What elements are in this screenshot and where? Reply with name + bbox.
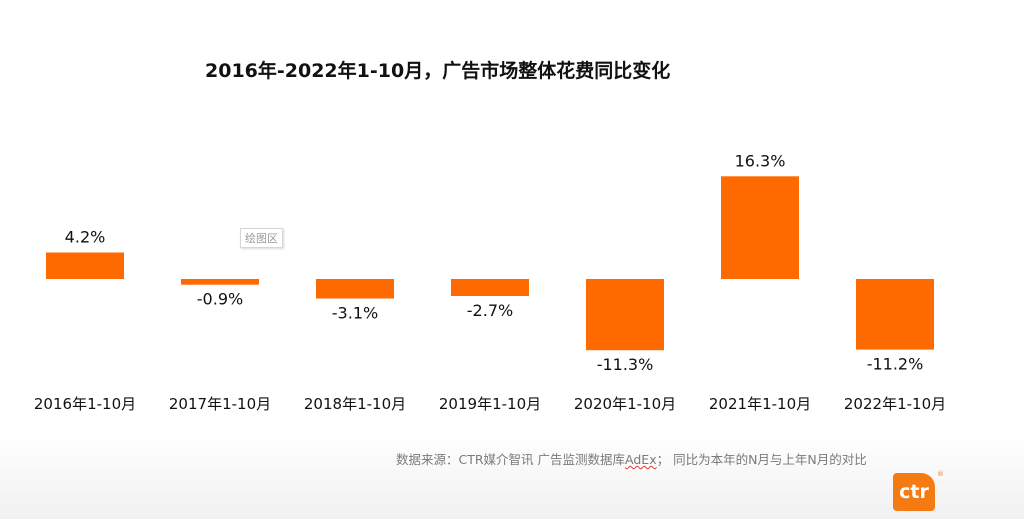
data-label-2017年1-10月: -0.9% xyxy=(197,290,243,309)
category-label-2022年1-10月: 2022年1-10月 xyxy=(844,395,946,413)
registered-mark-icon: ® xyxy=(937,470,944,478)
category-label-2017年1-10月: 2017年1-10月 xyxy=(169,395,271,413)
bar-2016年1-10月 xyxy=(46,252,124,279)
data-label-2019年1-10月: -2.7% xyxy=(467,301,513,320)
source-note: 数据来源：CTR媒介智讯 广告监测数据库AdEx； 同比为本年的N月与上年N月的… xyxy=(396,449,976,468)
data-label-2022年1-10月: -11.2% xyxy=(867,355,924,374)
bar-2020年1-10月 xyxy=(586,279,664,351)
category-label-2016年1-10月: 2016年1-10月 xyxy=(34,395,136,413)
data-label-2020年1-10月: -11.3% xyxy=(597,355,654,374)
bar-2018年1-10月 xyxy=(316,279,394,299)
source-note-prefix: 数据来源：CTR媒介智讯 广告监测数据库 xyxy=(396,452,626,467)
bar-2019年1-10月 xyxy=(451,279,529,296)
category-label-2021年1-10月: 2021年1-10月 xyxy=(709,395,811,413)
bar-chart: 4.2% 2016年1-10月 -0.9% 2017年1-10月 -3.1% 2018年1… xyxy=(34,151,946,413)
footer-band xyxy=(0,430,1024,519)
category-label-2020年1-10月: 2020年1-10月 xyxy=(574,395,676,413)
data-label-2021年1-10月: 16.3% xyxy=(735,151,786,170)
ctr-logo: ctr xyxy=(893,473,935,511)
ctr-logo-text: ctr xyxy=(899,481,929,503)
bar-2021年1-10月 xyxy=(721,176,799,279)
source-note-suffix: ； 同比为本年的N月与上年N月的对比 xyxy=(656,452,867,467)
category-label-2019年1-10月: 2019年1-10月 xyxy=(439,395,541,413)
bar-2022年1-10月 xyxy=(856,279,934,350)
source-note-adex: AdEx xyxy=(625,452,657,467)
plot-area-tooltip: 绘图区 xyxy=(240,228,283,248)
bar-2017年1-10月 xyxy=(181,279,259,285)
data-label-2016年1-10月: 4.2% xyxy=(65,228,106,247)
data-label-2018年1-10月: -3.1% xyxy=(332,304,378,323)
category-label-2018年1-10月: 2018年1-10月 xyxy=(304,395,406,413)
chart-title: 2016年-2022年1-10月，广告市场整体花费同比变化 xyxy=(205,60,671,82)
